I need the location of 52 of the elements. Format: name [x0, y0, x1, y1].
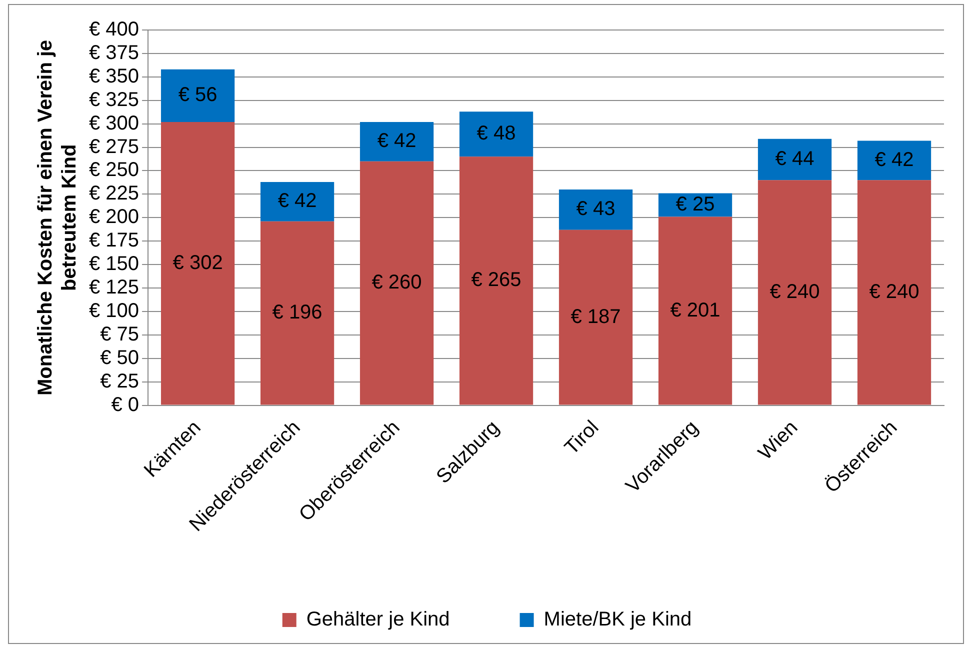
bar	[558, 230, 633, 405]
y-tick-label: € 0	[111, 394, 140, 416]
bar	[360, 161, 434, 405]
y-tick-label: € 175	[88, 230, 140, 252]
y-tick-label: € 400	[88, 18, 140, 41]
y-tick-label: € 275	[88, 136, 140, 158]
data-label: € 56	[178, 84, 218, 106]
data-label: € 48	[476, 122, 516, 145]
data-label: € 240	[770, 280, 820, 303]
y-tick-label: € 100	[88, 300, 140, 322]
bar	[558, 189, 633, 230]
y-tick-label: € 350	[88, 65, 140, 88]
bar	[260, 221, 334, 405]
y-tick-label: € 250	[88, 159, 140, 182]
y-tick-label: € 325	[88, 88, 140, 111]
y-tick-label: € 50	[100, 346, 140, 369]
y-tick-label: € 375	[88, 42, 140, 64]
y-tick-label: € 75	[100, 323, 140, 346]
data-label: € 42	[377, 130, 416, 152]
data-label: € 260	[372, 272, 422, 294]
legend-label: Gehälter je Kind	[306, 608, 450, 631]
y-tick-label: € 300	[88, 112, 140, 134]
bar	[658, 216, 732, 405]
y-tick-label: € 125	[88, 276, 140, 299]
data-label: € 302	[172, 252, 223, 274]
data-label: € 265	[471, 269, 522, 292]
y-tick-label: € 225	[88, 182, 140, 205]
bar	[360, 122, 434, 162]
bar	[758, 180, 832, 405]
y-axis-title: Monatliche Kosten für einen Verein je betreutem Kind	[34, 40, 81, 396]
y-tick-label: € 150	[88, 253, 140, 276]
bar	[758, 138, 832, 180]
bar	[459, 112, 534, 157]
legend-label: Miete/BK je Kind	[544, 608, 692, 631]
bar	[260, 182, 334, 222]
data-label: € 42	[278, 190, 317, 212]
data-label: € 240	[869, 280, 920, 303]
data-label: € 201	[670, 299, 720, 322]
data-label: € 44	[775, 148, 814, 170]
data-label: € 187	[570, 306, 621, 328]
bar	[160, 69, 235, 122]
bar	[459, 156, 534, 405]
data-label: € 25	[676, 193, 715, 216]
bar	[857, 140, 932, 180]
y-tick-label: € 25	[100, 370, 140, 392]
y-tick-label: € 200	[88, 206, 140, 228]
data-label: € 42	[874, 148, 914, 171]
x-tick-label: Tirol	[560, 416, 604, 460]
data-label: € 196	[272, 302, 322, 324]
data-label: € 43	[576, 198, 616, 220]
bar	[857, 180, 932, 405]
bar	[160, 122, 235, 405]
